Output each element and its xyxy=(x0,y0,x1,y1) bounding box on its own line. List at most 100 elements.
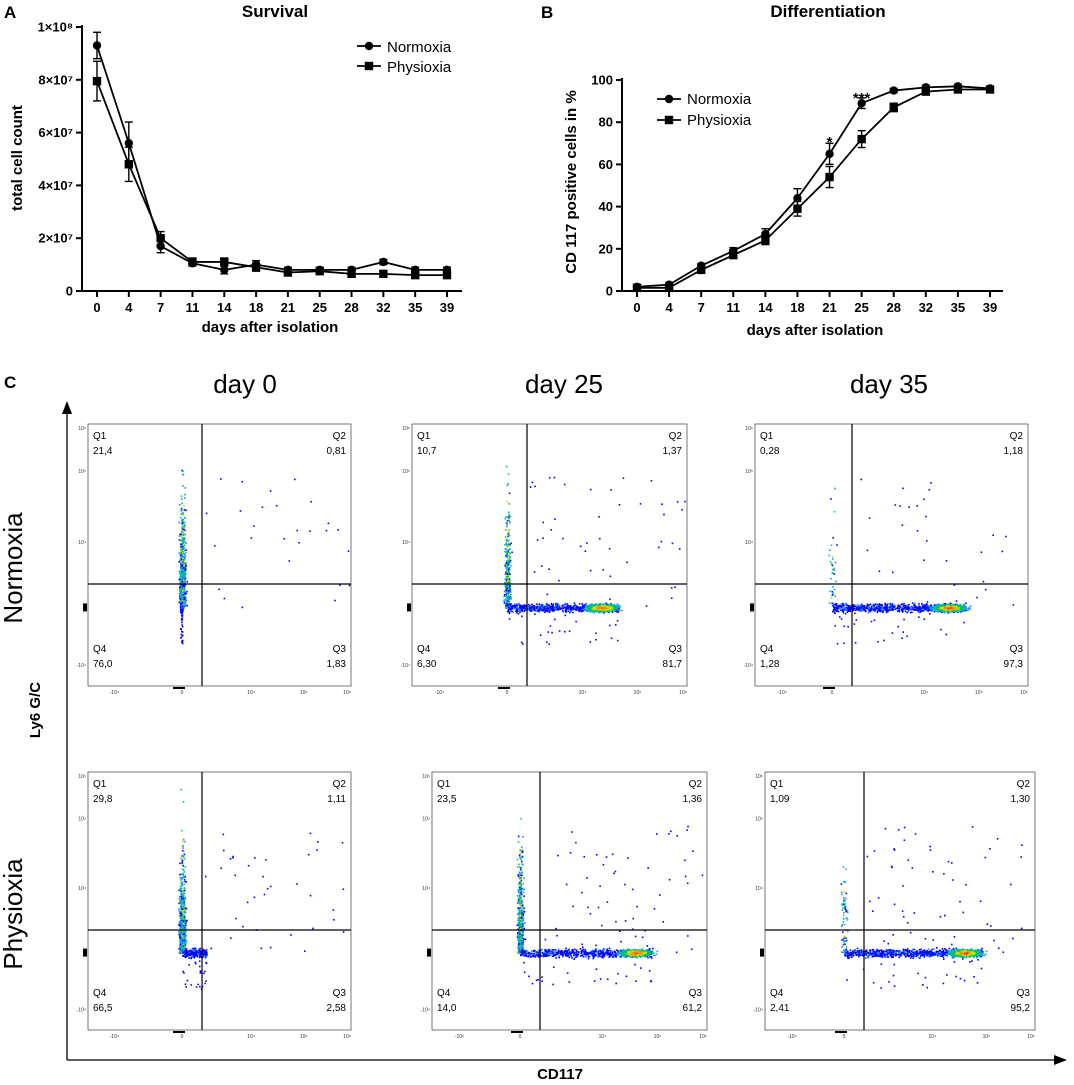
flow-event-dot xyxy=(961,606,964,609)
flow-event-dot xyxy=(520,604,522,607)
differentiation-data-point-physioxia xyxy=(632,283,642,293)
flow-event-dot xyxy=(836,606,838,609)
flow-event-dot xyxy=(180,539,182,542)
flow-event-dot xyxy=(927,610,930,612)
survival-x-tick-label: 0 xyxy=(93,300,100,315)
flow-event-dot xyxy=(605,602,607,605)
flow-event-dot xyxy=(539,604,542,607)
flow-event-dot xyxy=(953,605,956,608)
flow-event-dot xyxy=(178,521,181,524)
differentiation-series-physioxia xyxy=(632,85,995,293)
flow-event-dot xyxy=(564,614,567,617)
flow-x-tick-label: 10⁶ xyxy=(1020,690,1028,696)
flow-event-dot xyxy=(181,609,183,612)
flow-x-tick-label: 10⁴ xyxy=(579,690,587,696)
flow-event-dot xyxy=(830,544,833,547)
survival-data-point-physioxia xyxy=(220,257,229,267)
flow-event-dot xyxy=(880,609,883,612)
flow-event-dot xyxy=(938,604,940,607)
flow-event-dot xyxy=(906,606,909,609)
flow-event-dot xyxy=(523,610,525,612)
flow-event-dot xyxy=(832,572,834,574)
flow-event-dot xyxy=(842,611,845,614)
flow-event-dot xyxy=(966,609,968,611)
flow-event-dot xyxy=(960,610,962,613)
flow-event-dot xyxy=(508,600,510,602)
survival-x-tick-label: 25 xyxy=(312,300,326,315)
flow-plot-frame xyxy=(87,423,352,687)
survival-x-tick-label: 39 xyxy=(440,300,454,315)
quadrant-value-q1: 21,4 xyxy=(93,446,113,457)
flow-event-dot xyxy=(601,609,604,612)
flow-event-dot xyxy=(552,607,554,610)
differentiation-data-point-physioxia xyxy=(761,236,770,245)
flow-event-dot xyxy=(180,633,183,636)
flow-event-dot xyxy=(183,538,185,540)
flow-event-dot xyxy=(503,600,505,602)
quadrant-value-q2: 1,37 xyxy=(663,446,683,457)
flow-event-dot xyxy=(184,554,187,557)
flow-event-dot xyxy=(926,609,928,612)
ly6-axis-arrowhead xyxy=(62,401,72,414)
flow-event-dot xyxy=(830,498,832,500)
flow-event-dot xyxy=(535,610,538,612)
flow-event-dot xyxy=(927,609,929,611)
flow-event-dot xyxy=(841,605,843,608)
differentiation-x-axis-label: days after isolation xyxy=(747,322,884,339)
flow-event-dot xyxy=(562,607,565,610)
flow-event-dot xyxy=(578,609,580,612)
flow-event-dot xyxy=(838,605,840,608)
flow-event-dot xyxy=(594,608,596,610)
flow-event-dot xyxy=(836,608,838,611)
flow-event-dot xyxy=(181,591,184,593)
flow-event-dot xyxy=(589,569,592,572)
flow-event-dot xyxy=(181,619,183,622)
flow-event-dot xyxy=(508,543,510,545)
flow-event-dot xyxy=(834,604,837,606)
flow-event-dot xyxy=(868,604,871,606)
flow-event-dot xyxy=(943,610,946,613)
flow-y-tick-label: 10⁵ xyxy=(745,469,753,475)
flow-y-tick-label: 10⁴ xyxy=(402,540,410,546)
flow-event-dot xyxy=(931,608,934,610)
flow-event-dot xyxy=(958,608,960,611)
flow-event-dot xyxy=(181,621,183,624)
flow-event-dot xyxy=(505,589,508,592)
flow-event-dot xyxy=(867,606,870,608)
quadrant-value-q3: 1,83 xyxy=(327,659,347,670)
flow-event-dot xyxy=(584,550,587,553)
flow-event-dot xyxy=(584,607,586,610)
flow-event-dot xyxy=(608,606,611,609)
flow-event-dot xyxy=(508,503,511,505)
survival-data-point-physioxia xyxy=(92,76,102,86)
flow-event-dot xyxy=(507,473,510,476)
flow-event-dot xyxy=(611,607,613,609)
differentiation-title: Differentiation xyxy=(770,2,885,21)
flow-event-dot xyxy=(853,607,856,610)
flow-event-dot xyxy=(182,545,184,548)
flow-event-dot xyxy=(347,550,350,552)
flow-event-dot xyxy=(957,608,959,611)
flow-event-dot xyxy=(548,611,551,613)
flow-event-dot xyxy=(183,601,186,603)
flow-event-dot xyxy=(616,605,618,608)
flow-event-dot xyxy=(541,604,544,607)
flow-event-dot xyxy=(603,607,605,610)
flow-event-dot xyxy=(182,526,185,529)
flow-event-dot xyxy=(595,632,597,634)
flow-event-dot xyxy=(179,572,182,575)
flow-event-dot xyxy=(555,608,558,611)
survival-data-point-physioxia xyxy=(188,257,197,267)
flow-event-dot xyxy=(600,610,602,612)
flow-event-dot xyxy=(906,611,908,614)
flow-event-dot xyxy=(213,545,216,547)
flow-event-dot xyxy=(835,603,837,605)
flow-event-dot xyxy=(269,490,272,492)
flow-event-dot xyxy=(610,637,613,640)
flow-event-dot xyxy=(591,603,593,605)
flow-event-dot xyxy=(882,607,885,609)
flow-event-dot xyxy=(505,566,508,569)
flow-event-dot xyxy=(521,643,524,645)
flow-event-dot xyxy=(182,513,184,516)
flow-event-dot xyxy=(505,573,507,575)
